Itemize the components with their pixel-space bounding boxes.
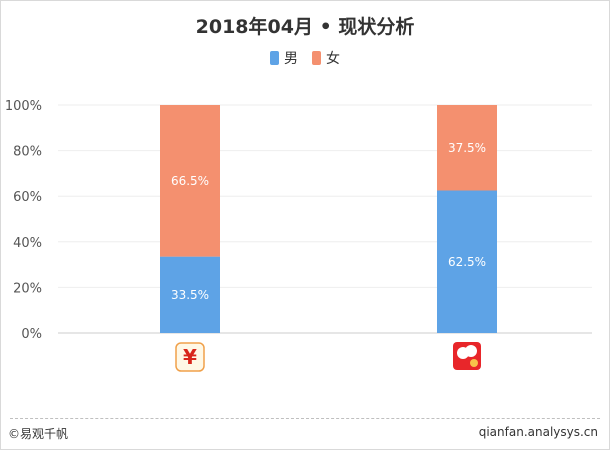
yen-app-icon <box>175 342 205 372</box>
data-label: 33.5% <box>171 288 209 302</box>
legend-label-female: 女 <box>326 51 340 67</box>
app-icon-coin <box>470 359 478 367</box>
legend-item-male[interactable]: 男 <box>270 48 298 68</box>
y-tick-label: 60% <box>13 190 42 205</box>
bar-male-1 <box>160 256 220 333</box>
legend-swatch-male <box>270 51 279 65</box>
chart-title: 2018年04月 • 现状分析 <box>195 16 415 38</box>
legend: 男 女 <box>0 48 610 68</box>
data-label: 37.5% <box>448 141 486 155</box>
app-icon-cloud-right <box>465 345 477 357</box>
footer-divider <box>10 418 600 419</box>
legend-swatch-female <box>312 51 321 65</box>
bar-female-2 <box>437 105 497 191</box>
footer-site: qianfan.analysys.cn <box>478 425 598 439</box>
y-tick-label: 80% <box>13 145 42 160</box>
yen-glyph: ¥ <box>183 345 197 369</box>
footer-copyright: ©易观千帆 <box>8 427 69 441</box>
legend-label-male: 男 <box>284 51 298 67</box>
data-label: 62.5% <box>448 255 486 269</box>
bar-female-1 <box>160 105 220 257</box>
bar-male-2 <box>437 190 497 333</box>
y-tick-label: 40% <box>13 236 42 251</box>
legend-item-female[interactable]: 女 <box>312 48 340 68</box>
y-tick-label: 20% <box>13 281 42 296</box>
y-tick-label: 100% <box>5 99 42 114</box>
data-label: 66.5% <box>171 174 209 188</box>
y-tick-label: 0% <box>21 327 42 342</box>
